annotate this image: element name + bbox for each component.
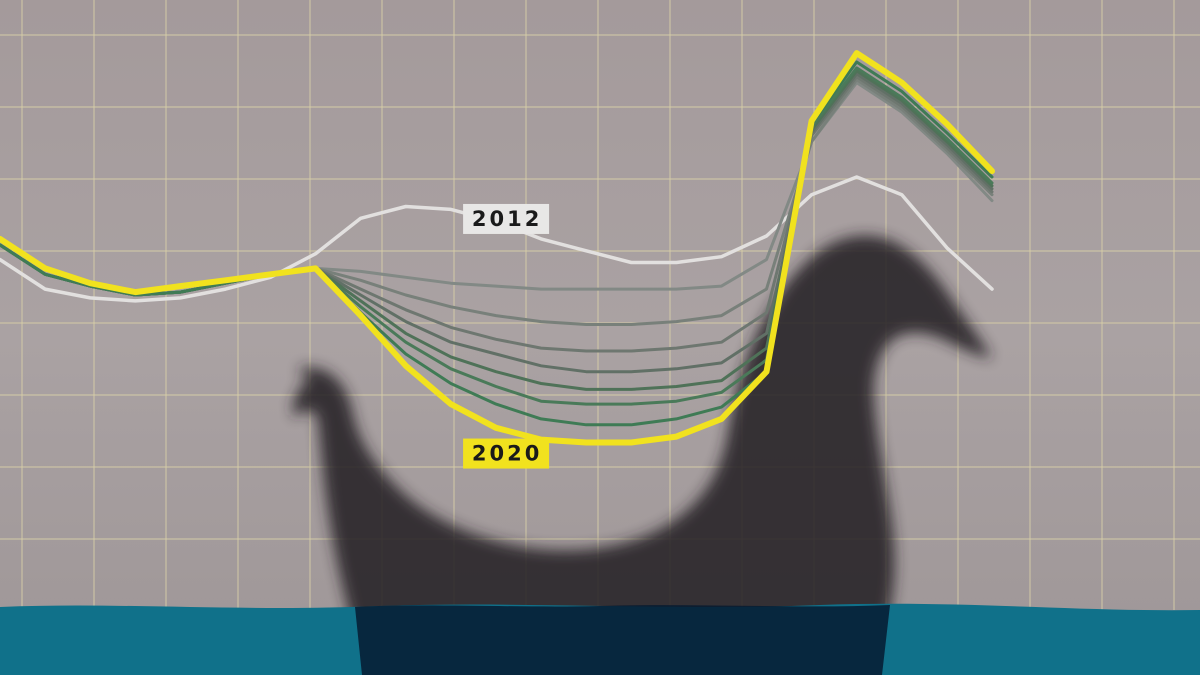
series-label-box (463, 203, 550, 234)
series-label-text: 2012 (472, 207, 542, 231)
series-label-text: 2020 (472, 442, 542, 466)
series-line-2020 (0, 50, 995, 446)
series-label-box (463, 438, 550, 469)
series-group (0, 50, 995, 446)
duck-shadow-shape (293, 235, 992, 675)
series-label-2012: 2012 (463, 203, 550, 234)
water-shadow (355, 605, 890, 675)
water-band (0, 603, 1200, 675)
labels-group: 2012 2020 (463, 203, 550, 469)
duck-shadow (293, 235, 992, 675)
series-label-2020: 2020 (463, 438, 550, 469)
